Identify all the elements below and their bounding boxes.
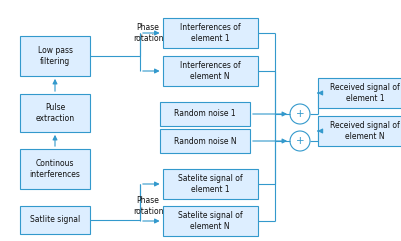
Text: Phase
rotation: Phase rotation [133, 196, 163, 216]
FancyBboxPatch shape [162, 18, 257, 48]
Text: Satelite signal of
element 1: Satelite signal of element 1 [178, 174, 242, 194]
Text: Satlite signal: Satlite signal [30, 215, 80, 225]
Text: Interferences of
element N: Interferences of element N [180, 61, 240, 81]
FancyBboxPatch shape [318, 116, 401, 146]
FancyBboxPatch shape [160, 129, 250, 153]
FancyBboxPatch shape [20, 36, 90, 76]
Text: Satelite signal of
element N: Satelite signal of element N [178, 211, 242, 231]
Text: Interferences of
element 1: Interferences of element 1 [180, 23, 240, 43]
FancyBboxPatch shape [318, 78, 401, 108]
FancyBboxPatch shape [20, 94, 90, 132]
Text: Received signal of
element 1: Received signal of element 1 [330, 83, 400, 103]
Text: Received signal of
element N: Received signal of element N [330, 121, 400, 141]
Text: +: + [296, 136, 304, 146]
Text: Random noise N: Random noise N [174, 136, 236, 146]
FancyBboxPatch shape [20, 206, 90, 234]
Text: Phase
rotation: Phase rotation [133, 23, 163, 43]
FancyBboxPatch shape [20, 149, 90, 189]
Text: Continous
interferences: Continous interferences [30, 159, 81, 179]
Text: Pulse
extraction: Pulse extraction [35, 103, 75, 123]
Text: Low pass
filtering: Low pass filtering [38, 46, 73, 66]
Text: +: + [296, 109, 304, 119]
FancyBboxPatch shape [162, 56, 257, 86]
FancyBboxPatch shape [162, 206, 257, 236]
FancyBboxPatch shape [162, 169, 257, 199]
Text: Random noise 1: Random noise 1 [174, 109, 236, 119]
FancyBboxPatch shape [160, 102, 250, 126]
